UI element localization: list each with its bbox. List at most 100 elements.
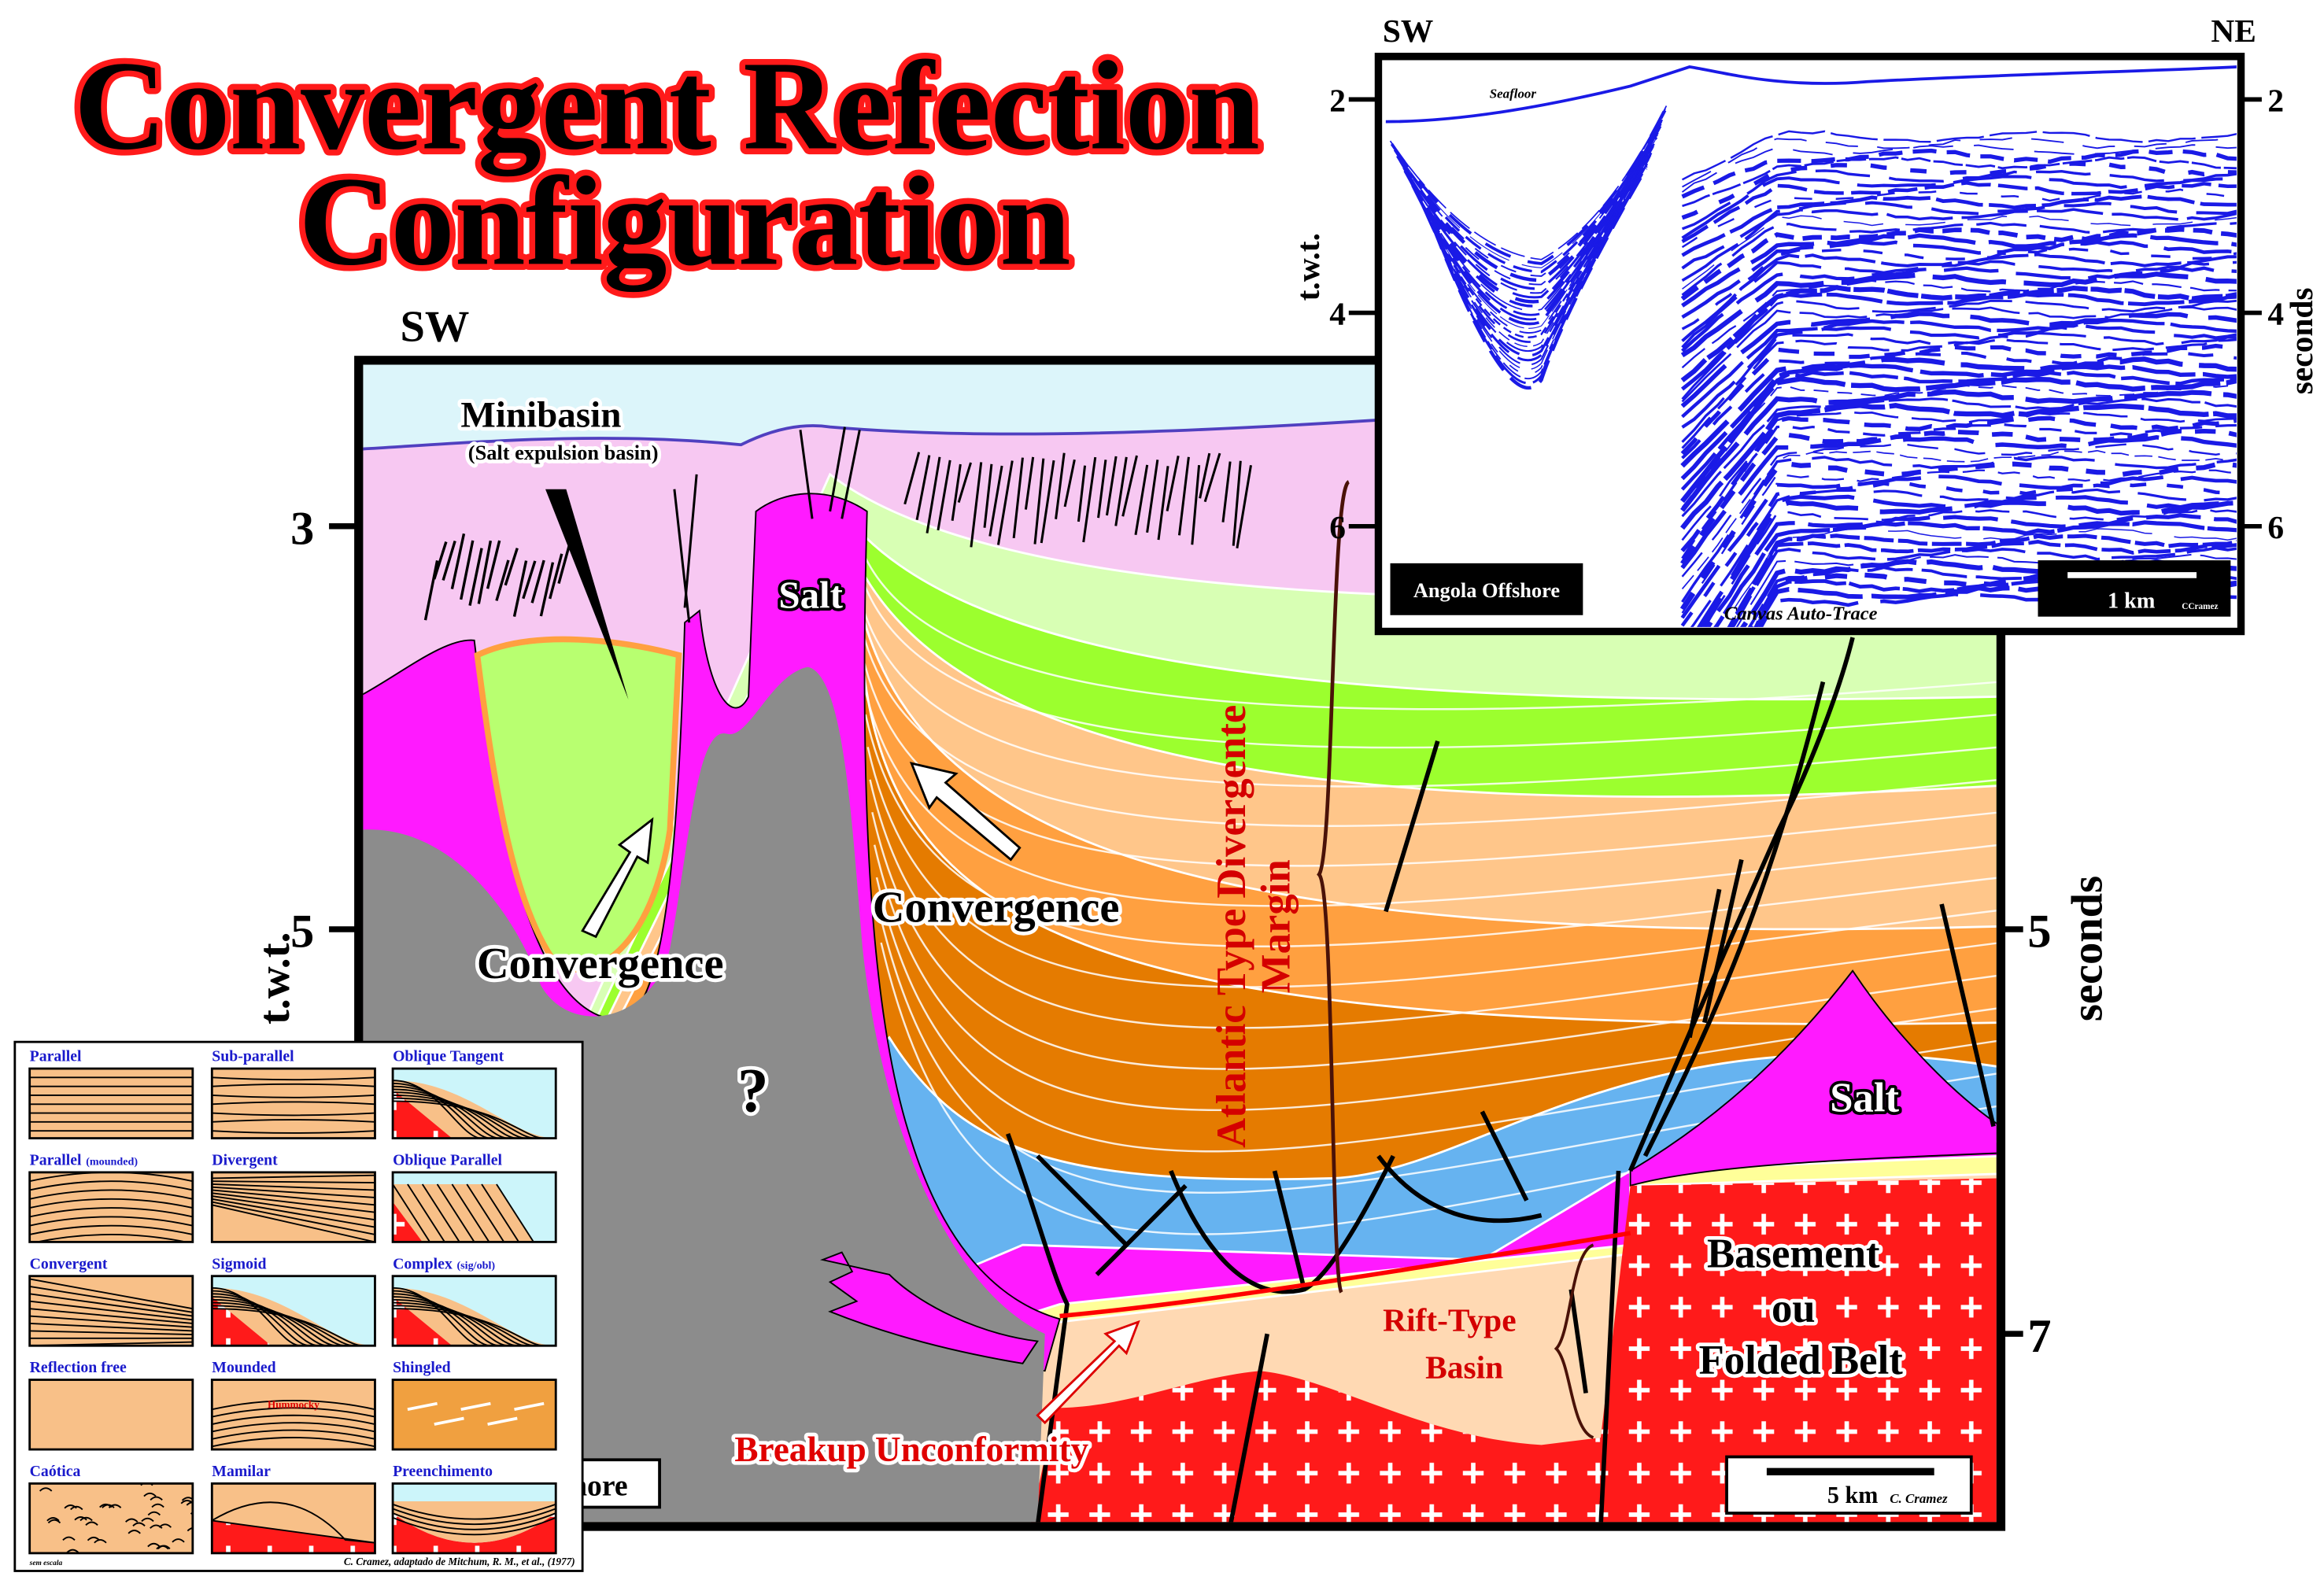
location: Angola Offshore [1413, 579, 1561, 602]
thumb-line [39, 1487, 53, 1492]
thumb-line [393, 1298, 518, 1346]
seismic-reflector [1681, 469, 2237, 614]
minibasin [474, 636, 682, 973]
seismic-reflector [1681, 260, 2237, 349]
thumb-line [212, 1083, 375, 1087]
orientation: SW [1383, 13, 1433, 49]
seismic-reflector [1426, 159, 1650, 371]
thumb-line [29, 1308, 193, 1324]
fault [1480, 1110, 1529, 1202]
reflector [858, 616, 1997, 827]
fracture [937, 460, 951, 531]
thumb-line [393, 1293, 500, 1346]
seismic-reflector [1680, 363, 2237, 481]
thumb-line [158, 1523, 172, 1528]
salt-pod [819, 1251, 1039, 1364]
thumb-line [29, 1300, 193, 1321]
tick-label: 4 [2267, 296, 2284, 332]
thumb-dash [407, 1401, 438, 1412]
label: (Salt expulsion basin) [468, 441, 659, 464]
thumb-line [496, 1183, 534, 1242]
seismic-reflector [1681, 130, 2237, 181]
seismic-reflector [1680, 356, 2237, 468]
cross-section [363, 364, 1997, 1523]
seismic-reflector [1393, 109, 1667, 274]
thumb-line [393, 1080, 482, 1139]
thumb-line [212, 1301, 345, 1346]
label: Breakup Unconformity [734, 1430, 1088, 1469]
seismic-reflector [1721, 528, 2237, 627]
seismic-reflector [1681, 181, 2237, 243]
fracture [512, 560, 528, 618]
thumb-frame [28, 1067, 194, 1139]
thumb-line [212, 1407, 375, 1418]
label: Rift-Type [1383, 1301, 1516, 1338]
label: Salt [778, 573, 843, 616]
legend-note: sem escala [29, 1560, 63, 1567]
seismic-reflector [1405, 127, 1661, 308]
thumb-line [212, 1414, 375, 1425]
thumb-line [29, 1330, 193, 1336]
thumb-line [393, 1308, 545, 1346]
seismic-reflector [1424, 157, 1651, 366]
thumb-frame [210, 1171, 376, 1243]
thumb-line [393, 1290, 491, 1346]
thumb-line [125, 1518, 139, 1523]
seismic-reflector [1680, 271, 2237, 358]
thumb-line [62, 1536, 76, 1541]
orientation: NE [2211, 13, 2256, 49]
thumb-frame [210, 1067, 376, 1139]
fault [1005, 1132, 1070, 1523]
thumb-dash [434, 1416, 464, 1426]
thumb-frame [391, 1275, 557, 1347]
thumb-frame [391, 1171, 557, 1243]
label: Minibasin [460, 395, 621, 436]
tick-label: 5 [2027, 906, 2051, 958]
fracture [1203, 452, 1221, 503]
thumb-frame [210, 1275, 376, 1347]
fracture [477, 540, 493, 604]
label: Margin [1253, 859, 1299, 993]
legend-label: Sigmoid [212, 1255, 266, 1272]
seismic-reflector [1681, 161, 2237, 220]
thumb-line [74, 1516, 87, 1521]
thumb-frame [210, 1379, 376, 1451]
fracture [1033, 458, 1045, 545]
legend-label: Preenchimento [393, 1463, 493, 1480]
legend-label: Mamilar [212, 1463, 271, 1480]
thumb-line [29, 1285, 193, 1313]
seismic-reflector [1680, 312, 2237, 408]
seismic-reflector [1681, 208, 2237, 282]
thumb-mound [212, 1501, 375, 1544]
fracture [1105, 456, 1118, 516]
fault [1272, 1170, 1307, 1290]
location-box [1390, 563, 1583, 615]
thumb-line [147, 1542, 161, 1548]
fracture [539, 562, 555, 617]
seismic-reflector [1681, 148, 2237, 199]
seismic-reflector [1713, 520, 2237, 627]
thumb-line [29, 1198, 193, 1209]
thumb-line [29, 1278, 193, 1310]
seismic-reflector [1680, 376, 2237, 504]
thumb-line [212, 1305, 355, 1346]
seismic-reflector [1680, 435, 2237, 570]
seismic-reflector [1681, 240, 2237, 319]
legend-note: (mounded) [86, 1155, 138, 1168]
legend-thumbnail [29, 1379, 193, 1450]
axis-label: t.w.t. [250, 932, 299, 1024]
tick-label: 6 [2267, 509, 2284, 545]
thumb-line [29, 1189, 193, 1200]
seismic-reflector [1690, 488, 2237, 627]
fracture [468, 548, 483, 606]
reflector [875, 877, 1997, 1153]
fault [1095, 1183, 1188, 1276]
fault [1939, 903, 1996, 1128]
label: ? [737, 1058, 769, 1126]
seismic-reflector [1681, 233, 2237, 308]
fault [1598, 1170, 1621, 1523]
fracture [1232, 460, 1242, 546]
legend-label: Shingled [393, 1359, 451, 1376]
fracture [433, 541, 448, 580]
